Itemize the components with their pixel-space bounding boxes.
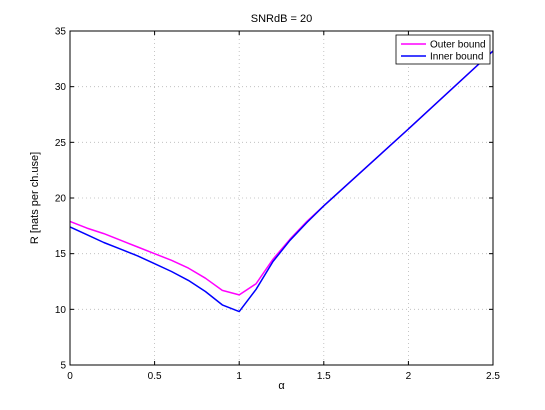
legend-label: Inner bound [430,52,483,63]
y-axis-label: R [nats per ch.use] [29,152,41,244]
x-tick-label: 0 [67,371,73,382]
x-tick-label: 2.5 [486,371,500,382]
legend-box [395,34,491,65]
y-tick-label: 10 [55,305,67,316]
x-tick-label: 1 [236,371,242,382]
y-tick-label: 20 [55,194,67,205]
y-tick-label: 35 [55,27,67,38]
axis-ticks: 0 0.5 1 1.5 2 2.5 5 10 15 20 25 30 35 [55,27,501,383]
chart-title: SNRdB = 20 [251,13,312,25]
y-tick-label: 5 [60,361,66,372]
series-line-inner-bound [69,50,494,313]
y-tick-label: 15 [55,249,67,260]
x-tick-label: 2 [406,371,412,382]
legend-label: Outer bound [430,40,486,51]
y-tick-label: 30 [55,82,67,93]
x-tick-label: 0.5 [148,371,162,382]
x-axis-label: α [278,380,285,392]
series-lines [69,50,494,313]
x-tick-label: 1.5 [317,371,331,382]
y-tick-label: 25 [55,138,67,149]
